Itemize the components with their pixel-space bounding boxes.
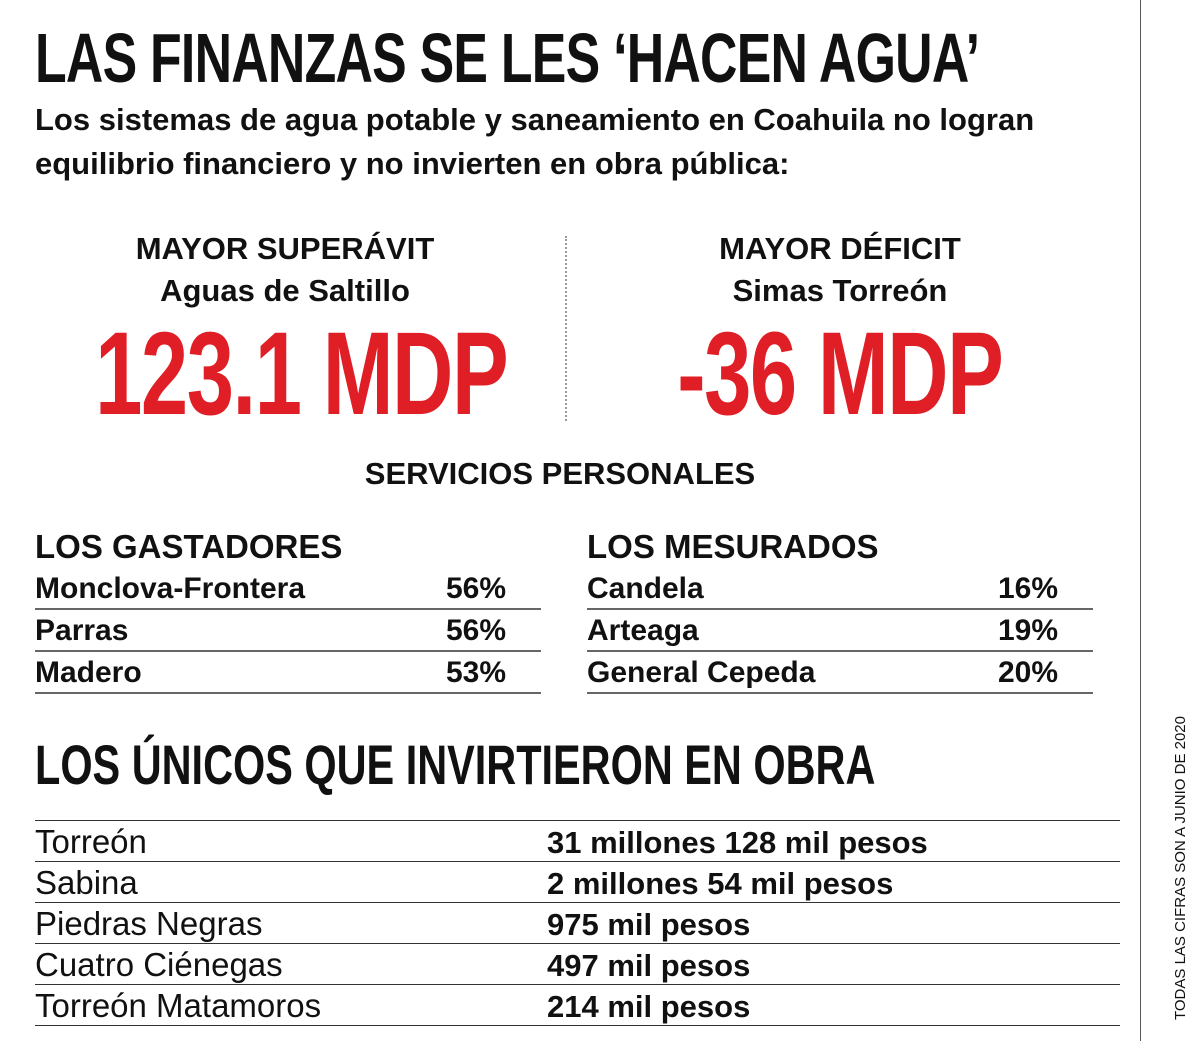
group-title: LOS GASTADORES bbox=[35, 528, 343, 565]
group-title: LOS MESURADOS bbox=[587, 528, 879, 565]
side-rule bbox=[1140, 0, 1141, 1041]
investment-row: Cuatro Ciénegas 497 mil pesos bbox=[35, 944, 1120, 985]
investment-row: Torreón 31 millones 128 mil pesos bbox=[35, 821, 1120, 862]
highlight: MAYOR SUPERÁVIT Aguas de Saltillo 123.1 … bbox=[15, 228, 555, 434]
investment-row: Torreón Matamoros 214 mil pesos bbox=[35, 985, 1120, 1026]
municipality: Candela bbox=[587, 572, 704, 605]
highlight: MAYOR DÉFICIT Simas Torreón -36 MDP bbox=[570, 228, 1110, 434]
highlight-label: MAYOR SUPERÁVIT bbox=[135, 231, 435, 266]
percentage: 20% bbox=[997, 656, 1058, 689]
title: LAS FINANZAS SE LES ‘HACEN AGUA’ bbox=[35, 19, 980, 97]
percentage: 19% bbox=[997, 614, 1058, 647]
percentage: 56% bbox=[445, 614, 506, 647]
group-row: Madero 53% bbox=[35, 652, 541, 694]
municipality: Madero bbox=[35, 656, 142, 689]
highlight-entity: Aguas de Saltillo bbox=[160, 273, 410, 308]
group-row: Arteaga 19% bbox=[587, 610, 1093, 652]
municipality: Piedras Negras bbox=[35, 905, 263, 942]
group-row: Parras 56% bbox=[35, 610, 541, 652]
group-row: Candela 16% bbox=[587, 568, 1093, 610]
municipality: Torreón bbox=[35, 823, 147, 860]
municipality: General Cepeda bbox=[587, 656, 816, 689]
highlight-value: -36 MDP bbox=[677, 308, 1004, 440]
investment-table: Torreón 31 millones 128 mil pesos Sabina 2 … bbox=[35, 820, 1120, 1026]
municipality: Sabina bbox=[35, 864, 138, 901]
divider bbox=[565, 236, 567, 421]
municipality: Cuatro Ciénegas bbox=[35, 946, 283, 983]
highlight-label: MAYOR DÉFICIT bbox=[719, 231, 961, 266]
group: LOS MESURADOS Candela 16% Arteaga 19% General… bbox=[587, 526, 1093, 694]
percentage: 16% bbox=[997, 572, 1058, 605]
percentage: 53% bbox=[445, 656, 506, 689]
subtitle: Los sistemas de agua potable y saneamien… bbox=[35, 102, 1035, 181]
amount: 214 mil pesos bbox=[547, 989, 751, 1024]
investment-row: Piedras Negras 975 mil pesos bbox=[35, 903, 1120, 944]
group-row: Monclova-Frontera 56% bbox=[35, 568, 541, 610]
amount: 497 mil pesos bbox=[547, 948, 751, 983]
highlight-entity: Simas Torreón bbox=[732, 273, 948, 308]
footnote: TODAS LAS CIFRAS SON A JUNIO DE 2020 bbox=[1172, 716, 1189, 1020]
amount: 975 mil pesos bbox=[547, 907, 751, 942]
amount: 2 millones 54 mil pesos bbox=[547, 866, 894, 901]
group: LOS GASTADORES Monclova-Frontera 56% Parras… bbox=[35, 526, 541, 694]
percentage: 56% bbox=[445, 572, 506, 605]
municipality: Parras bbox=[35, 614, 129, 647]
section-title: SERVICIOS PERSONALES bbox=[364, 456, 756, 491]
municipality: Arteaga bbox=[587, 614, 699, 647]
group-row: General Cepeda 20% bbox=[587, 652, 1093, 694]
investment-row: Sabina 2 millones 54 mil pesos bbox=[35, 862, 1120, 903]
municipality: Monclova-Frontera bbox=[35, 572, 306, 605]
municipality: Torreón Matamoros bbox=[35, 987, 322, 1024]
amount: 31 millones 128 mil pesos bbox=[547, 825, 928, 860]
highlight-value: 123.1 MDP bbox=[95, 308, 508, 440]
section-title: LOS ÚNICOS QUE INVIRTIERON EN OBRA bbox=[35, 733, 876, 796]
